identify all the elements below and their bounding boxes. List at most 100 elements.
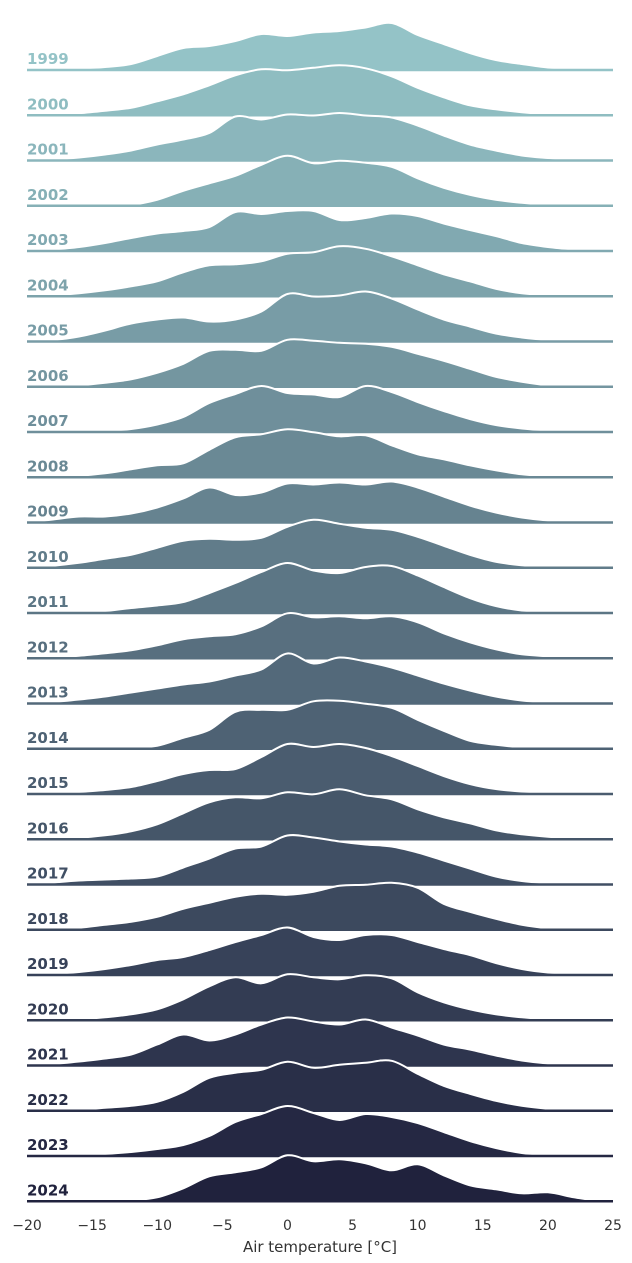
- ridge-area-2004: [27, 246, 613, 297]
- ridge-area-1999: [27, 22, 613, 70]
- ridge-2011: 2011: [26, 561, 613, 615]
- ridge-outline-2003: [26, 209, 601, 252]
- year-label-2018: 2018: [27, 910, 69, 928]
- ridge-area-2022: [27, 1060, 613, 1111]
- ridge-area-2016: [27, 789, 613, 840]
- ridge-outline-2006: [26, 338, 601, 388]
- ridge-2022: 2022: [26, 1059, 613, 1112]
- ridge-area-2002: [27, 155, 613, 206]
- ridge-2002: 2002: [27, 154, 613, 207]
- year-label-2004: 2004: [27, 276, 69, 294]
- ridge-outline-2019: [26, 926, 601, 976]
- ridge-area-2015: [27, 743, 613, 794]
- ridge-outline-2000: [26, 64, 601, 117]
- ridge-area-2013: [27, 653, 613, 704]
- ridge-2020: 2020: [26, 973, 613, 1022]
- ridge-2000: 2000: [26, 64, 613, 117]
- ridge-outline-2013: [26, 652, 601, 705]
- ridge-area-2009: [27, 481, 613, 523]
- x-tick-label: 15: [474, 1218, 492, 1234]
- x-tick-label: −15: [77, 1218, 107, 1234]
- year-label-2007: 2007: [27, 412, 69, 430]
- ridge-outline-2004: [26, 245, 601, 298]
- ridge-2014: 2014: [27, 699, 613, 750]
- ridge-2008: 2008: [26, 428, 613, 479]
- year-label-2015: 2015: [27, 774, 69, 792]
- ridge-area-2010: [27, 519, 613, 568]
- year-label-2020: 2020: [27, 1000, 69, 1018]
- year-label-2019: 2019: [27, 955, 69, 973]
- ridge-outline-2005: [26, 290, 601, 343]
- year-label-2022: 2022: [27, 1091, 69, 1109]
- ridge-area-2021: [27, 1017, 613, 1066]
- ridge-area-2018: [27, 882, 613, 930]
- ridge-area-2020: [27, 974, 613, 1021]
- year-label-2001: 2001: [27, 141, 69, 159]
- ridge-outline-2011: [26, 561, 601, 615]
- ridge-outline-2012: [26, 612, 601, 660]
- ridge-2017: 2017: [26, 834, 613, 886]
- ridge-outline-2022: [26, 1059, 601, 1112]
- ridge-2018: 2018: [26, 881, 613, 931]
- x-tick-label: −20: [12, 1218, 42, 1234]
- x-tick-label: 5: [348, 1218, 357, 1234]
- ridge-area-2019: [27, 927, 613, 975]
- x-tick-label: 0: [283, 1218, 292, 1234]
- year-label-2011: 2011: [27, 593, 69, 611]
- ridge-2013: 2013: [26, 652, 613, 705]
- year-label-2003: 2003: [27, 231, 69, 249]
- ridge-2024: 2024: [27, 1154, 613, 1203]
- year-label-2024: 2024: [27, 1181, 69, 1199]
- year-label-2013: 2013: [27, 684, 69, 702]
- ridges-group: 1999 2000 2001 2002 2003 2004 2005 2006 2007 2008…: [26, 21, 613, 1203]
- ridge-2016: 2016: [26, 788, 613, 841]
- ridge-2006: 2006: [26, 338, 613, 388]
- ridge-2009: 2009: [26, 480, 613, 524]
- ridge-area-2012: [27, 613, 613, 659]
- year-label-1999: 1999: [27, 50, 69, 68]
- ridge-outline-2020: [26, 973, 601, 1022]
- ridge-area-2024: [27, 1155, 613, 1202]
- ridge-area-2014: [27, 700, 613, 749]
- ridge-outline-2021: [26, 1016, 601, 1067]
- ridge-outline-2023: [26, 1104, 601, 1158]
- year-label-2017: 2017: [27, 865, 69, 883]
- year-label-2006: 2006: [27, 367, 69, 385]
- ridge-area-2003: [27, 210, 613, 251]
- year-label-2008: 2008: [27, 457, 69, 475]
- ridge-outline-2008: [26, 428, 601, 479]
- ridge-area-2011: [27, 562, 613, 614]
- ridge-outline-2001: [26, 112, 601, 162]
- ridge-2021: 2021: [26, 1016, 613, 1067]
- ridge-area-2005: [27, 291, 613, 342]
- ridge-area-2008: [27, 429, 613, 478]
- x-axis-title: Air temperature [°C]: [243, 1238, 397, 1256]
- year-label-2023: 2023: [27, 1136, 69, 1154]
- ridge-area-2023: [27, 1105, 613, 1157]
- x-tick-label: 20: [539, 1218, 557, 1234]
- x-tick-label: 25: [604, 1218, 622, 1234]
- year-label-2014: 2014: [27, 729, 69, 747]
- ridge-area-2006: [27, 339, 613, 387]
- ridge-outline-2007: [26, 384, 601, 434]
- year-label-2016: 2016: [27, 819, 69, 837]
- ridge-outline-2010: [26, 518, 601, 569]
- ridge-outline-2017: [26, 834, 601, 886]
- ridge-2023: 2023: [26, 1104, 613, 1158]
- ridge-area-2007: [27, 385, 613, 433]
- ridge-2004: 2004: [26, 245, 613, 298]
- ridge-outline-2015: [26, 742, 601, 795]
- ridge-area-2001: [27, 113, 613, 161]
- ridge-2007: 2007: [26, 384, 613, 434]
- year-label-2005: 2005: [27, 322, 69, 340]
- year-label-2021: 2021: [27, 1046, 69, 1064]
- year-label-2009: 2009: [27, 503, 69, 521]
- year-label-2002: 2002: [27, 186, 69, 204]
- ridge-2010: 2010: [26, 518, 613, 569]
- ridge-2012: 2012: [26, 612, 613, 660]
- x-tick-label: 10: [409, 1218, 427, 1234]
- ridge-1999: 1999: [26, 21, 613, 72]
- x-tick-label: −10: [142, 1218, 172, 1234]
- ridge-2015: 2015: [26, 742, 613, 796]
